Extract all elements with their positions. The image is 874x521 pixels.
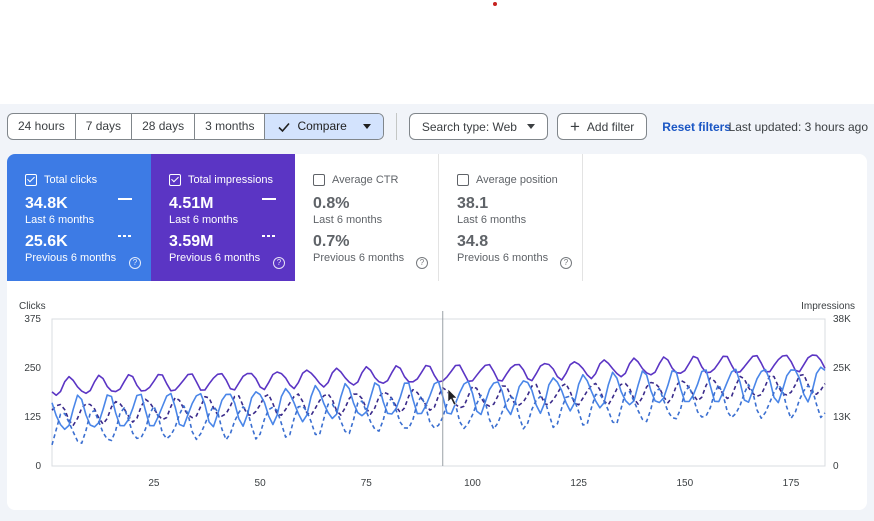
compare-button[interactable]: Compare bbox=[265, 114, 383, 139]
performance-card: Total clicks 34.8K Last 6 months 25.6K P… bbox=[7, 154, 867, 510]
date-filter-toolbar: 24 hours 7 days 28 days 3 months Compare… bbox=[7, 113, 731, 140]
toolbar-divider bbox=[395, 113, 397, 140]
x-tick-label: 50 bbox=[255, 478, 267, 489]
metric-total-impressions[interactable]: Total impressions 4.51M Last 6 months 3.… bbox=[151, 154, 295, 281]
checkbox-icon[interactable] bbox=[25, 174, 37, 186]
dashed-line-legend-icon bbox=[262, 235, 276, 237]
metric-current-label: Last 6 months bbox=[169, 214, 239, 226]
left-tick-label: 375 bbox=[24, 314, 41, 325]
checkbox-icon[interactable] bbox=[169, 174, 181, 186]
metric-title: Average CTR bbox=[332, 174, 399, 186]
range-7-days[interactable]: 7 days bbox=[76, 114, 133, 139]
series-line bbox=[51, 354, 826, 397]
metric-title: Total clicks bbox=[44, 174, 98, 186]
help-circle-icon[interactable]: ? bbox=[129, 257, 141, 269]
right-tick-label: 25K bbox=[833, 363, 851, 374]
metric-current-value: 0.8% bbox=[313, 195, 350, 212]
left-tick-label: 250 bbox=[24, 363, 41, 374]
search-type-label: Search type: Web bbox=[421, 119, 517, 134]
dashed-line-legend-icon bbox=[118, 235, 132, 237]
help-circle-icon[interactable]: ? bbox=[273, 257, 285, 269]
left-tick-label: 125 bbox=[24, 412, 41, 423]
metric-current-value: 34.8K bbox=[25, 195, 68, 212]
x-tick-label: 150 bbox=[676, 478, 693, 489]
metric-previous-value: 3.59M bbox=[169, 233, 214, 250]
search-type-dropdown[interactable]: Search type: Web bbox=[408, 113, 548, 140]
right-tick-label: 0 bbox=[833, 461, 839, 472]
help-circle-icon[interactable]: ? bbox=[416, 257, 428, 269]
plot-area-border bbox=[51, 318, 826, 467]
metric-previous-label: Previous 6 months bbox=[313, 252, 405, 264]
metric-current-value: 38.1 bbox=[457, 195, 489, 212]
left-tick-label: 0 bbox=[35, 461, 41, 472]
x-tick-label: 25 bbox=[148, 478, 160, 489]
checkbox-icon[interactable] bbox=[313, 174, 325, 186]
metric-title: Average position bbox=[476, 174, 558, 186]
metric-current-label: Last 6 months bbox=[457, 214, 527, 226]
metric-average-ctr[interactable]: Average CTR 0.8% Last 6 months 0.7% Prev… bbox=[295, 154, 439, 281]
right-tick-label: 38K bbox=[833, 314, 851, 325]
add-filter-button[interactable]: + Add filter bbox=[556, 113, 648, 140]
series-line bbox=[51, 366, 826, 431]
x-tick-label: 75 bbox=[361, 478, 373, 489]
help-circle-icon[interactable]: ? bbox=[560, 257, 572, 269]
metric-previous-value: 0.7% bbox=[313, 233, 350, 250]
metric-previous-value: 34.8 bbox=[457, 233, 489, 250]
series-line bbox=[51, 383, 826, 446]
metric-previous-label: Previous 6 months bbox=[25, 252, 117, 264]
plus-icon: + bbox=[569, 117, 580, 136]
metric-current-label: Last 6 months bbox=[25, 214, 95, 226]
cursor-dot bbox=[493, 2, 497, 6]
metric-average-position[interactable]: Average position 38.1 Last 6 months 34.8… bbox=[439, 154, 583, 281]
metric-total-clicks[interactable]: Total clicks 34.8K Last 6 months 25.6K P… bbox=[7, 154, 151, 281]
reset-filters-link[interactable]: Reset filters bbox=[662, 119, 731, 134]
x-tick-label: 175 bbox=[783, 478, 800, 489]
top-blank-area bbox=[0, 0, 874, 104]
solid-line-legend-icon bbox=[118, 198, 132, 200]
checkbox-icon[interactable] bbox=[457, 174, 469, 186]
performance-chart[interactable]: Clicks Impressions 0 125 250 375 0 13K 25K 38K 25 5… bbox=[7, 154, 867, 510]
caret-down-icon bbox=[362, 124, 371, 129]
range-24-hours[interactable]: 24 hours bbox=[8, 114, 76, 139]
range-28-days[interactable]: 28 days bbox=[132, 114, 196, 139]
series-line bbox=[51, 373, 826, 427]
right-axis-label: Impressions bbox=[801, 301, 855, 312]
x-tick-label: 100 bbox=[464, 478, 481, 489]
metric-previous-value: 25.6K bbox=[25, 233, 68, 250]
metric-current-value: 4.51M bbox=[169, 195, 214, 212]
x-tick-label: 125 bbox=[570, 478, 587, 489]
date-range-selector: 24 hours 7 days 28 days 3 months Compare bbox=[7, 113, 384, 140]
mouse-cursor-icon bbox=[447, 388, 458, 406]
last-updated-text: Last updated: 3 hours ago bbox=[728, 120, 868, 134]
right-tick-label: 13K bbox=[833, 412, 851, 423]
solid-line-legend-icon bbox=[262, 198, 276, 200]
metric-previous-label: Previous 6 months bbox=[169, 252, 261, 264]
range-3-months[interactable]: 3 months bbox=[195, 114, 266, 139]
metric-previous-label: Previous 6 months bbox=[457, 252, 549, 264]
compare-label: Compare bbox=[297, 119, 347, 133]
caret-down-icon bbox=[526, 124, 535, 129]
check-icon bbox=[278, 122, 291, 132]
metric-title: Total impressions bbox=[188, 174, 273, 186]
left-axis-label: Clicks bbox=[19, 301, 46, 312]
add-filter-label: Add filter bbox=[586, 119, 635, 134]
metric-current-label: Last 6 months bbox=[313, 214, 383, 226]
